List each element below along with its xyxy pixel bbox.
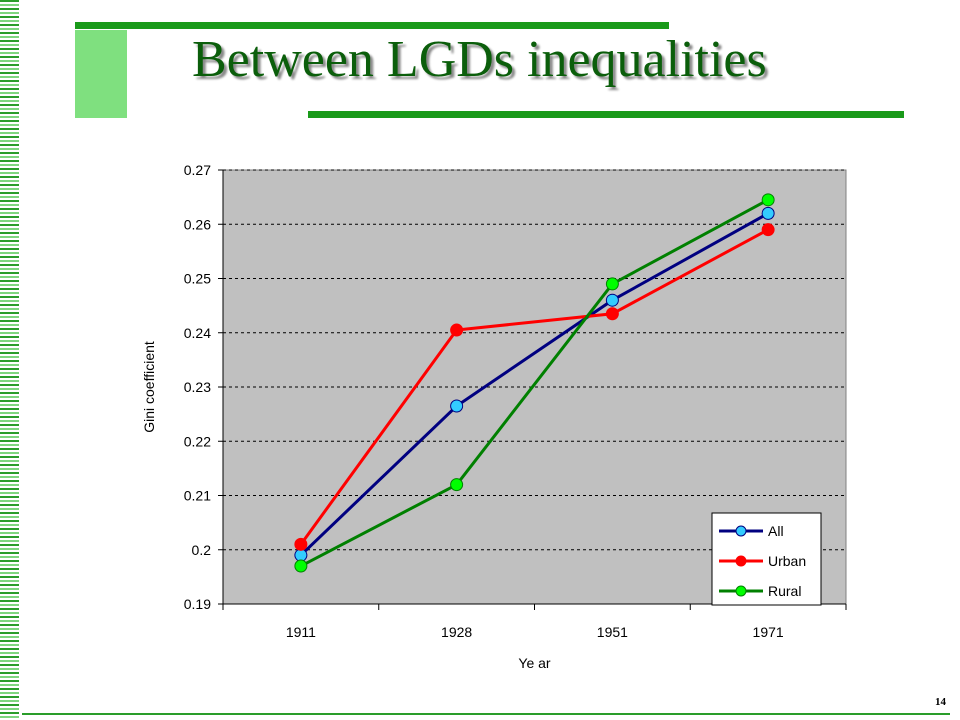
x-tick-label: 1928 — [441, 624, 472, 640]
data-point-all — [761, 206, 775, 220]
x-tick-label: 1911 — [286, 624, 316, 640]
x-axis-title: Ye ar — [518, 655, 551, 671]
series-line-urban — [299, 228, 769, 546]
legend-marker-all — [735, 525, 747, 537]
y-tick-label: 0.25 — [184, 271, 211, 287]
left-decorative-border — [0, 0, 22, 720]
series-line-rural — [300, 198, 769, 568]
title-decor-bar-top — [75, 22, 669, 29]
x-tick-label: 1951 — [597, 624, 628, 640]
data-point-rural — [450, 478, 464, 492]
data-point-rural — [294, 559, 308, 573]
y-tick-label: 0.26 — [184, 216, 211, 232]
footer-line — [22, 713, 950, 715]
page-number: 14 — [935, 696, 946, 708]
legend-label-rural: Rural — [768, 583, 801, 599]
y-tick-label: 0.27 — [184, 162, 211, 178]
data-point-urban — [294, 537, 308, 551]
data-point-all — [605, 293, 619, 307]
slide-title: Between LGDs inequalities — [192, 31, 767, 88]
data-point-urban — [761, 223, 775, 237]
legend-marker-urban — [735, 555, 747, 567]
data-point-rural — [605, 277, 619, 291]
data-point-all — [294, 548, 308, 562]
y-tick-label: 0.21 — [184, 488, 211, 504]
data-point-all — [450, 399, 464, 413]
y-tick-label: 0.2 — [192, 542, 212, 558]
y-tick-label: 0.19 — [184, 596, 211, 612]
y-tick-label: 0.23 — [184, 379, 211, 395]
data-point-urban — [605, 307, 619, 321]
title-decor-bar-bottom — [308, 111, 904, 118]
y-axis-title: Gini coefficient — [141, 341, 157, 433]
y-tick-label: 0.24 — [184, 325, 211, 341]
x-tick-label: 1971 — [753, 624, 784, 640]
data-point-rural — [761, 193, 775, 207]
legend-label-urban: Urban — [768, 553, 806, 569]
series-line-all — [299, 212, 769, 557]
data-point-urban — [450, 323, 464, 337]
y-tick-label: 0.22 — [184, 433, 211, 449]
title-decor-square — [75, 30, 127, 118]
legend-marker-rural — [735, 585, 747, 597]
legend-label-all: All — [768, 523, 784, 539]
